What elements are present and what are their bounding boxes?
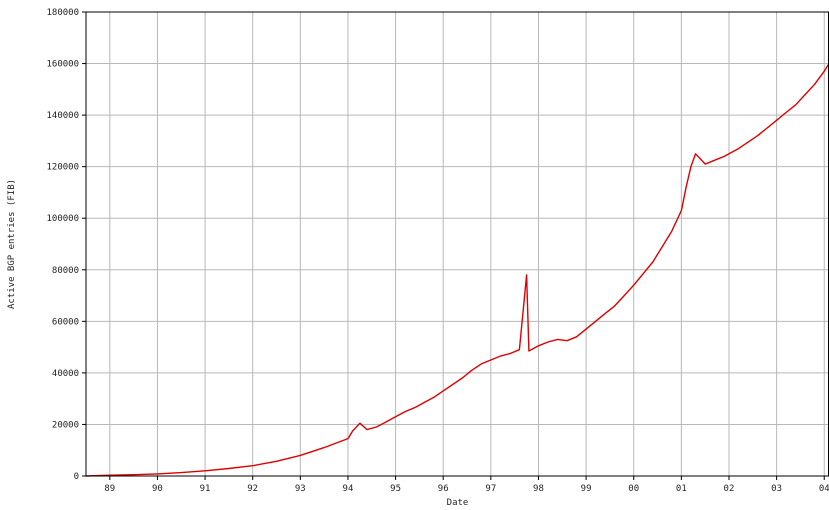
plot-area-frame: [86, 12, 829, 476]
y-tick-label: 40000: [52, 369, 79, 379]
y-tick-label: 60000: [52, 317, 79, 327]
x-axis-ticks: 89 90 91 92 93 94 95 96 97 98 99 00 01 02 03 04: [104, 476, 829, 494]
y-tick-label: 120000: [46, 163, 79, 173]
grid-lines: [86, 12, 829, 476]
y-tick-label: 140000: [46, 111, 79, 121]
y-tick-label: 160000: [46, 60, 79, 70]
y-tick-label: 180000: [46, 8, 79, 18]
x-axis-title: Date: [447, 498, 469, 508]
x-tick-label: 90: [152, 484, 163, 494]
x-tick-label: 97: [485, 484, 496, 494]
x-tick-label: 98: [533, 484, 544, 494]
x-tick-label: 92: [247, 484, 258, 494]
x-tick-label: 01: [676, 484, 687, 494]
y-tick-label: 100000: [46, 214, 79, 224]
x-tick-label: 94: [343, 484, 354, 494]
y-axis-ticks: 0 20000 40000 60000 80000 100000 120000 140000 1…: [46, 8, 86, 482]
y-tick-label: 80000: [52, 266, 79, 276]
x-tick-label: 02: [724, 484, 735, 494]
x-tick-label: 95: [390, 484, 401, 494]
y-tick-label: 0: [74, 472, 79, 482]
y-axis-title: Active BGP entries (FIB): [7, 179, 17, 309]
x-tick-label: 99: [581, 484, 592, 494]
y-tick-label: 20000: [52, 420, 79, 430]
x-tick-label: 89: [104, 484, 115, 494]
x-tick-label: 04: [819, 484, 829, 494]
x-tick-label: 03: [771, 484, 782, 494]
x-tick-label: 93: [295, 484, 306, 494]
x-tick-label: 00: [628, 484, 639, 494]
x-tick-label: 96: [438, 484, 449, 494]
x-tick-label: 91: [200, 484, 211, 494]
